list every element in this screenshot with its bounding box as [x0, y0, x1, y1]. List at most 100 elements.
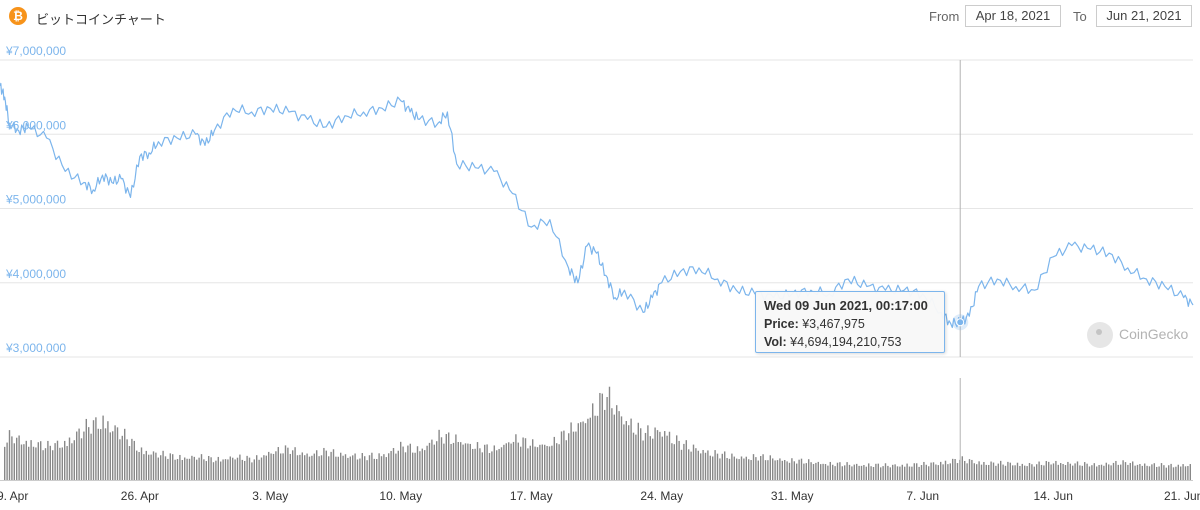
volume-bar	[635, 434, 637, 480]
volume-bar	[956, 463, 959, 480]
volume-bar	[752, 454, 755, 480]
volume-bar	[1103, 465, 1105, 480]
volume-bar	[467, 443, 469, 480]
volume-bar	[390, 450, 392, 480]
volume-bar	[707, 450, 709, 480]
volume-bar	[323, 447, 325, 480]
volume-bar	[52, 450, 54, 480]
volume-bar	[155, 452, 157, 480]
volume-bar	[733, 456, 735, 480]
volume-bar	[246, 455, 248, 480]
volume-bar	[1148, 466, 1151, 480]
volume-bar	[805, 463, 807, 480]
volume-bar	[222, 459, 224, 480]
volume-bar	[568, 433, 570, 480]
volume-bar	[344, 454, 347, 480]
volume-bar	[263, 455, 265, 480]
volume-bar	[1112, 462, 1115, 480]
volume-bar	[827, 465, 829, 480]
volume-bar	[512, 441, 515, 480]
x-tick-label: 10. May	[379, 489, 422, 503]
chart-title: ビットコインチャート	[36, 12, 166, 27]
volume-bar	[8, 430, 11, 480]
volume-bar	[786, 461, 788, 480]
volume-bar	[853, 464, 855, 480]
volume-bar	[496, 450, 498, 480]
volume-bar	[102, 415, 104, 480]
volume-bar	[157, 457, 159, 480]
volume-bar	[976, 464, 978, 480]
volume-bar	[332, 449, 335, 480]
x-tick-label: 31. May	[771, 489, 814, 503]
volume-bar	[565, 440, 567, 480]
volume-bar	[455, 434, 457, 480]
volume-bar	[774, 460, 776, 480]
volume-bar	[995, 465, 997, 480]
volume-bar	[1187, 466, 1189, 480]
volume-bar	[656, 430, 659, 480]
volume-bar	[767, 460, 769, 480]
volume-bar	[942, 464, 944, 480]
volume-bar	[109, 432, 111, 480]
volume-bar	[604, 409, 606, 480]
volume-bar	[637, 422, 639, 480]
volume-bar	[875, 463, 877, 480]
volume-bar	[164, 456, 167, 480]
volume-bar	[256, 455, 258, 480]
to-date-input[interactable]: Jun 21, 2021	[1096, 5, 1192, 27]
volume-bar	[697, 450, 699, 480]
volume-bar	[316, 450, 318, 480]
volume-bar	[1093, 463, 1095, 480]
y-tick-label: ¥6,000,000	[5, 118, 66, 132]
volume-bar	[433, 444, 435, 480]
volume-bar	[584, 423, 587, 480]
volume-bar	[174, 459, 176, 480]
volume-bar	[522, 437, 524, 480]
volume-bar	[1045, 461, 1047, 480]
volume-bar	[664, 431, 666, 480]
volume-bar	[580, 422, 582, 480]
volume-bar	[688, 449, 690, 480]
volume-bar	[1064, 465, 1067, 480]
volume-bar	[647, 425, 649, 480]
volume-bar	[80, 438, 83, 480]
volume-bar	[964, 460, 966, 480]
from-date-input[interactable]: Apr 18, 2021	[965, 5, 1061, 27]
volume-bar	[508, 442, 510, 480]
volume-bar	[1002, 464, 1004, 480]
volume-bar	[248, 457, 251, 480]
volume-bar	[649, 436, 651, 480]
volume-bar	[1026, 466, 1028, 480]
volume-bar	[1040, 464, 1043, 480]
volume-bar	[179, 454, 181, 480]
bitcoin-icon: ₿	[9, 7, 27, 25]
volume-bar	[268, 451, 270, 480]
x-tick-label: 24. May	[640, 489, 683, 503]
volume-bar	[169, 453, 171, 480]
volume-bar	[347, 457, 349, 480]
volume-bar	[769, 455, 771, 480]
volume-bar	[419, 451, 421, 480]
volume-bar	[539, 444, 541, 480]
volume-bar	[606, 397, 608, 480]
volume-bar	[1091, 465, 1093, 480]
volume-bar	[97, 428, 99, 480]
volume-bar	[148, 454, 150, 480]
volume-bar	[241, 459, 243, 480]
volume-bar	[546, 445, 548, 480]
volume-bar	[800, 458, 803, 480]
volume-bar	[808, 459, 810, 480]
volume-bar	[611, 408, 613, 480]
y-tick-label: ¥3,000,000	[5, 341, 66, 355]
volume-bar	[724, 451, 726, 480]
volume-bar	[944, 460, 947, 480]
volume-bar	[128, 446, 131, 480]
volume-bar	[532, 439, 534, 480]
volume-bar	[400, 441, 402, 480]
volume-bar	[1146, 465, 1148, 480]
volume-bar	[702, 449, 704, 480]
volume-bar	[1081, 465, 1083, 480]
volume-bar	[985, 464, 987, 480]
volume-bar	[515, 434, 517, 480]
